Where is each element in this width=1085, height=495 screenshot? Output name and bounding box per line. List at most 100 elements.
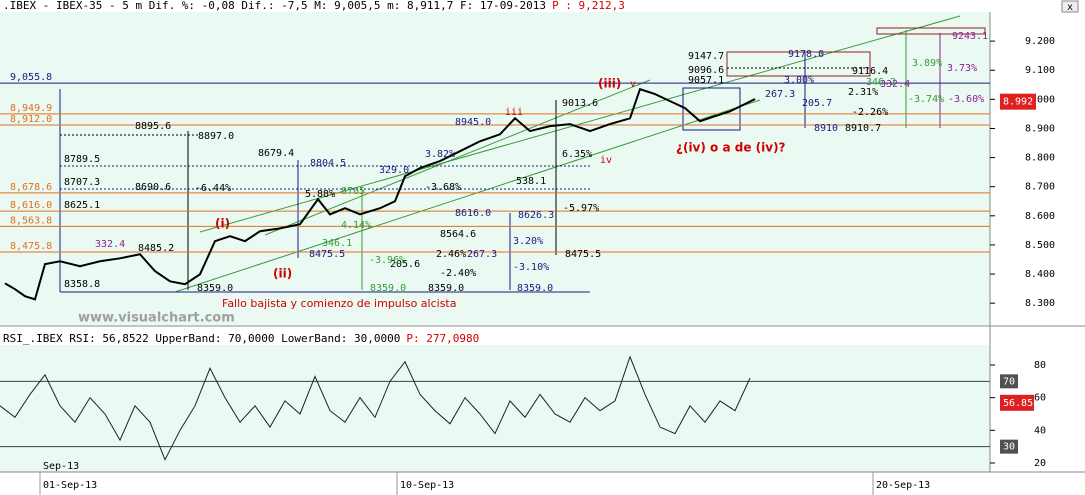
annotation: 329.0: [379, 165, 409, 176]
annotation: www.visualchart.com: [78, 311, 235, 326]
annotation: -3.96%: [369, 255, 405, 266]
annotation: 3.20%: [513, 236, 543, 247]
annotation: -6.44%: [195, 183, 231, 194]
panel-header: RSI_.IBEX RSI: 56,8522 UpperBand: 70,000…: [3, 332, 400, 345]
level-label: 8,949.9: [10, 103, 52, 114]
annotation: (i): [215, 217, 230, 231]
level-label: 8,678.6: [10, 182, 52, 193]
annotation: 8626.3: [518, 210, 554, 221]
band-label: 30: [1003, 442, 1015, 453]
annotation: (iii): [598, 77, 621, 91]
y-tick-label: 8.800: [1025, 153, 1055, 164]
close-button[interactable]: [1061, 0, 1079, 13]
annotation: 332.4: [880, 79, 910, 90]
annotation: 538.1: [516, 176, 546, 187]
annotation: 8475.5: [309, 249, 345, 260]
annotation: 8359.0: [517, 283, 553, 294]
annotation: 8945.0: [455, 117, 491, 128]
annotation: -5.97%: [563, 203, 599, 214]
annotation: 205.6: [390, 259, 420, 270]
annotation: 8616.0: [455, 208, 491, 219]
level-label: 8,563.8: [10, 215, 52, 226]
y-tick-label: 80: [1034, 360, 1046, 371]
y-tick-label: 8.600: [1025, 211, 1055, 222]
channel-lower: [174, 99, 761, 293]
y-tick-label: 20: [1034, 458, 1046, 469]
annotation: 9096.6: [688, 65, 724, 76]
annotation: 9147.7: [688, 51, 724, 62]
level-label: 9,055.8: [10, 72, 52, 83]
annotation: 8690.6: [135, 182, 171, 193]
annotation: 8789.5: [64, 154, 100, 165]
annotation: 9243.1: [952, 31, 988, 42]
y-tick-label: 8.300: [1025, 298, 1055, 309]
annotation: 4.14%: [341, 220, 371, 231]
annotation: 8358.8: [64, 279, 100, 290]
annotation: Fallo bajista y comienzo de impulso alci…: [222, 297, 456, 310]
annotation: 9013.6: [562, 98, 598, 109]
annotation: 332.4: [95, 239, 125, 250]
annotation: 8895.6: [135, 121, 171, 132]
last-value-box: [1000, 394, 1034, 411]
annotation: 9178.0: [788, 49, 824, 60]
annotation: 8359.0: [428, 283, 464, 294]
box: [682, 87, 741, 131]
x-tick-label: 10-Sep-13: [400, 480, 454, 491]
annotation: 3.00%: [784, 75, 814, 86]
annotation: 5.88%: [305, 189, 335, 200]
annotation: 2.31%: [848, 87, 878, 98]
last-value-label: 56.85: [1003, 398, 1033, 409]
panel-header-extra: P : 9,212,3: [552, 0, 625, 12]
annotation: 8485.2: [138, 243, 174, 254]
annotation: 8679.4: [258, 148, 294, 159]
drawings: [59, 15, 986, 293]
annotation: 3.89%: [912, 58, 942, 69]
annotation: iv: [600, 155, 612, 166]
annotation: 205.7: [802, 98, 832, 109]
panel-header-extra: P: 277,0980: [406, 332, 479, 345]
annotation: 8625.1: [64, 200, 100, 211]
y-tick-label: 8.900: [1025, 123, 1055, 134]
annotation: 3.73%: [947, 63, 977, 74]
annotation: 3.82%: [425, 149, 455, 160]
channel-mid: [264, 79, 651, 236]
x-tick-label: 01-Sep-13: [43, 480, 97, 491]
close-icon: x: [1067, 2, 1073, 13]
annotation: (ii): [273, 267, 292, 281]
y-tick-label: 40: [1034, 425, 1046, 436]
x-tick-label: 20-Sep-13: [876, 480, 930, 491]
last-value-box: [1000, 93, 1036, 110]
annotation: 8804.5: [310, 158, 346, 169]
annotation: -2.26%: [852, 107, 888, 118]
level-label: 8,912.0: [10, 114, 52, 125]
level-label: 8,475.8: [10, 241, 52, 252]
annotation: 267.3: [765, 89, 795, 100]
band-box: [1000, 439, 1018, 454]
annotation: -3.74%: [908, 94, 944, 105]
y-tick-label: 9.000: [1025, 94, 1055, 105]
y-tick-label: 8.400: [1025, 269, 1055, 280]
annotation: -3.60%: [948, 94, 984, 105]
price-panel: [0, 12, 990, 325]
x-period-label: Sep-13: [43, 461, 79, 472]
annotation: ¿(iv) o a de (iv)?: [676, 141, 786, 155]
y-tick-label: 9.100: [1025, 65, 1055, 76]
annotation: 8910.7: [845, 123, 881, 134]
annotation: -2.40%: [440, 268, 476, 279]
annotation: 8707.3: [64, 177, 100, 188]
annotation: 8910: [814, 123, 838, 134]
annotation: 346.2: [866, 77, 896, 88]
annotation: 8897.0: [198, 131, 234, 142]
annotation: 9116.4: [852, 66, 888, 77]
annotation: 8359.0: [197, 283, 233, 294]
annotation: -3.10%: [513, 262, 549, 273]
series-line: [0, 355, 751, 461]
annotation: -3.68%: [425, 182, 461, 193]
last-value-label: 8.992: [1003, 97, 1033, 108]
annotation: 2.46%: [436, 249, 466, 260]
box: [876, 27, 986, 35]
band-box: [1000, 374, 1018, 389]
annotation: 8475.5: [565, 249, 601, 260]
annotation: iii: [505, 107, 523, 118]
y-tick-label: 8.500: [1025, 240, 1055, 251]
